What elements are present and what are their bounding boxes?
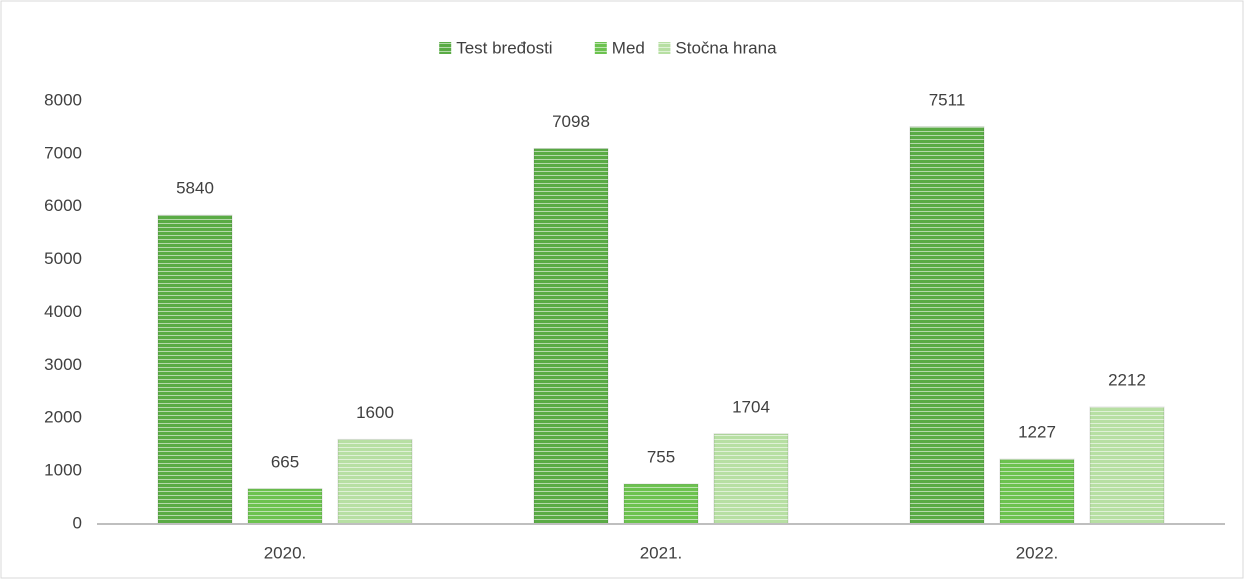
y-tick-label: 5000	[44, 249, 82, 268]
x-tick-label: 2020.	[264, 543, 307, 562]
y-tick-label: 4000	[44, 302, 82, 321]
bar	[157, 214, 233, 525]
bar	[337, 438, 413, 525]
data-label: 5840	[176, 179, 214, 198]
x-tick-label: 2021.	[640, 543, 683, 562]
data-label: 7098	[552, 112, 590, 131]
y-tick-label: 6000	[44, 196, 82, 215]
legend-label: Med	[612, 38, 645, 57]
y-tick-label: 2000	[44, 408, 82, 427]
legend-label: Test bređosti	[456, 38, 552, 57]
y-tick-label: 3000	[44, 355, 82, 374]
data-label: 665	[271, 452, 299, 471]
legend-swatch	[594, 42, 607, 54]
data-label: 1704	[732, 397, 770, 416]
x-tick-label: 2022.	[1016, 543, 1059, 562]
data-label: 2212	[1108, 371, 1146, 390]
y-tick-label: 1000	[44, 461, 82, 480]
y-tick-label: 8000	[44, 90, 82, 109]
bar	[623, 483, 699, 525]
bar	[713, 433, 789, 525]
legend-swatch	[439, 42, 452, 54]
bar	[909, 126, 985, 525]
legend-swatch	[658, 42, 671, 54]
y-tick-label: 7000	[44, 143, 82, 162]
bar	[533, 148, 609, 525]
data-label: 1600	[356, 403, 394, 422]
data-label: 1227	[1018, 423, 1056, 442]
legend-label: Stočna hrana	[675, 38, 777, 57]
bar	[1089, 406, 1165, 525]
data-label: 755	[647, 448, 675, 467]
data-label: 7511	[929, 90, 966, 109]
y-tick-label: 0	[73, 513, 82, 532]
bar	[999, 458, 1075, 525]
bar	[247, 488, 323, 525]
